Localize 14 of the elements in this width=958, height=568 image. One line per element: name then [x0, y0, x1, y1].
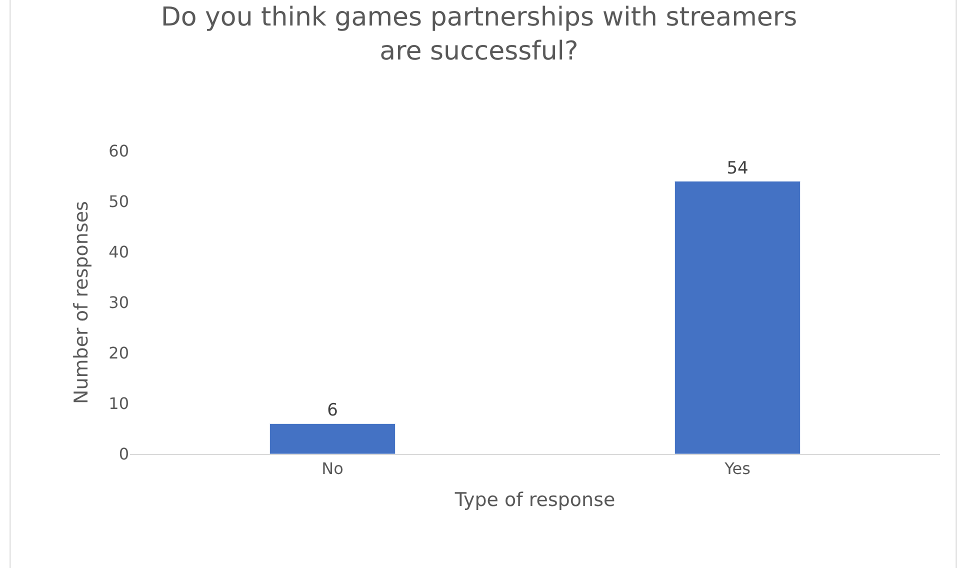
y-tick-label: 60 [108, 142, 129, 161]
y-tick-label: 10 [108, 394, 129, 414]
y-axis-title: Number of responses [70, 201, 92, 404]
x-tick-label: Yes [724, 459, 750, 478]
y-tick-label: 20 [108, 344, 129, 363]
y-tick-label: 0 [118, 444, 129, 464]
x-tick-label: No [322, 459, 344, 478]
x-axis-title: Type of response [454, 489, 616, 511]
y-tick-label: 40 [108, 242, 129, 262]
data-label: 54 [726, 158, 748, 178]
y-tick-label: 30 [108, 293, 129, 312]
data-label: 6 [327, 400, 338, 421]
chart-title: Do you think games partnerships with streamers are successful? [160, 2, 798, 66]
y-tick-label: 50 [108, 192, 129, 212]
